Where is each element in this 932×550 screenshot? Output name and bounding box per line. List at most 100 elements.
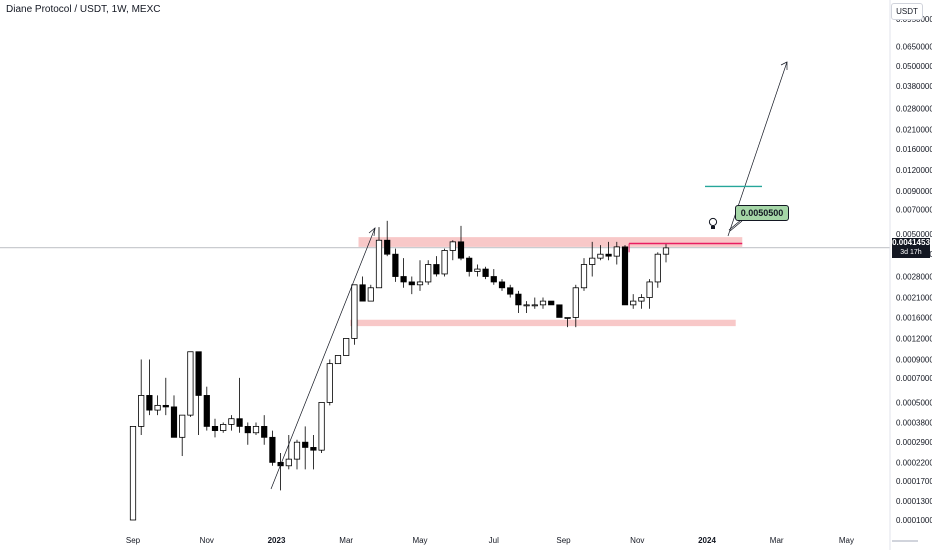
candle-body[interactable] <box>498 281 506 289</box>
time-tick-label: Mar <box>770 536 784 545</box>
time-tick-label: Nov <box>200 536 214 545</box>
candle-body[interactable] <box>203 395 210 427</box>
candle-body[interactable] <box>220 424 227 431</box>
settings-icon[interactable] <box>892 540 918 550</box>
price-tick-label: 0.0120000 <box>896 166 932 175</box>
candle-body[interactable] <box>548 300 555 306</box>
time-tick-label: Nov <box>630 536 644 545</box>
candle-body[interactable] <box>326 363 333 403</box>
candle-body[interactable] <box>211 426 219 431</box>
time-tick-label: May <box>839 536 854 545</box>
candle-body[interactable] <box>662 247 670 255</box>
candle-body[interactable] <box>195 351 202 396</box>
time-tick-label: 2023 <box>268 536 286 545</box>
price-tick-label: 0.0280000 <box>896 104 932 113</box>
candle-body[interactable] <box>154 404 161 411</box>
price-tick-label: 0.0009000 <box>896 355 932 364</box>
candle-body[interactable] <box>425 264 432 283</box>
candle-body[interactable] <box>392 253 399 277</box>
candle-body[interactable] <box>367 287 374 302</box>
time-tick-label: Sep <box>556 536 571 545</box>
price-tick-label: 0.0002900 <box>896 438 932 447</box>
time-tick-label: May <box>412 536 427 545</box>
candle-body[interactable] <box>597 253 604 259</box>
candle-body[interactable] <box>408 281 415 286</box>
candle-body[interactable] <box>252 426 260 434</box>
candle-body[interactable] <box>269 436 276 463</box>
candle-body[interactable] <box>343 338 350 356</box>
candle-body[interactable] <box>384 239 391 255</box>
price-tick-label: 0.0160000 <box>896 145 932 154</box>
candle-body[interactable] <box>507 287 514 295</box>
candle-body[interactable] <box>589 257 596 265</box>
candle-body[interactable] <box>556 304 563 318</box>
candle-body[interactable] <box>605 253 612 257</box>
candle-body[interactable] <box>187 351 194 416</box>
candle-body[interactable] <box>449 241 456 251</box>
candle-body[interactable] <box>261 426 268 438</box>
price-tick-label: 0.0001300 <box>896 497 932 506</box>
candle-body[interactable] <box>646 281 653 298</box>
candle-body[interactable] <box>630 300 637 306</box>
candle-body[interactable] <box>162 404 169 408</box>
candle-body[interactable] <box>310 447 317 451</box>
candle-body[interactable] <box>433 264 440 275</box>
candle-body[interactable] <box>400 276 407 283</box>
price-tick-label: 0.0012000 <box>896 334 932 343</box>
candle-body[interactable] <box>359 284 366 302</box>
candle-body[interactable] <box>146 395 153 411</box>
candle-body[interactable] <box>441 250 448 275</box>
candle-body[interactable] <box>236 418 243 427</box>
candle-body[interactable] <box>621 246 629 306</box>
price-tick-label: 0.0070000 <box>896 206 932 215</box>
trend-arrow-line[interactable] <box>270 227 376 490</box>
candle-body[interactable] <box>375 239 383 289</box>
candle-body[interactable] <box>416 281 424 286</box>
candle-body[interactable] <box>334 355 342 365</box>
callout-pointer <box>728 219 742 231</box>
trend-arrow-head <box>368 227 376 237</box>
price-tick-label: 0.0005000 <box>896 398 932 407</box>
support-zone[interactable] <box>350 319 736 327</box>
candle-body[interactable] <box>654 253 661 283</box>
price-tick-label: 0.0380000 <box>896 82 932 91</box>
candle-body[interactable] <box>318 401 325 451</box>
price-tick-label: 0.0007000 <box>896 374 932 383</box>
candle-body[interactable] <box>572 287 579 318</box>
candle-body[interactable] <box>531 304 538 307</box>
candle-body[interactable] <box>170 406 178 438</box>
resistance-zone[interactable] <box>358 237 743 247</box>
price-tick-label: 0.0003800 <box>896 418 932 427</box>
price-tick-label: 0.0050000 <box>896 230 932 239</box>
candle-body[interactable] <box>564 317 571 319</box>
currency-unit-button[interactable]: USDT <box>891 3 923 20</box>
candle-body[interactable] <box>285 458 292 467</box>
price-tick-label: 0.0210000 <box>896 125 932 134</box>
candle-body[interactable] <box>466 257 473 272</box>
candle-body[interactable] <box>613 246 620 257</box>
candle-body[interactable] <box>138 395 145 427</box>
candle-body[interactable] <box>293 441 301 460</box>
candle-body[interactable] <box>474 268 481 272</box>
target-price-callout[interactable]: 0.0050500 <box>735 205 789 221</box>
candle-body[interactable] <box>523 304 530 307</box>
last-price-tag: 0.0041453 3d 17h <box>892 238 930 258</box>
candle-body[interactable] <box>638 297 645 302</box>
candle-body[interactable] <box>129 426 137 521</box>
price-tick-label: 0.0090000 <box>896 187 932 196</box>
candle-body[interactable] <box>302 441 309 448</box>
candle-body[interactable] <box>228 418 235 425</box>
candle-body[interactable] <box>539 300 547 306</box>
price-axis: 0.09500000.06500000.05000000.03800000.02… <box>896 15 932 525</box>
price-tick-label: 0.0016000 <box>896 313 932 322</box>
candle-body[interactable] <box>457 241 465 259</box>
candle-body[interactable] <box>244 426 251 434</box>
candle-body[interactable] <box>351 284 358 339</box>
candle-body[interactable] <box>179 414 186 438</box>
candle-body[interactable] <box>580 264 588 289</box>
candle-body[interactable] <box>482 268 489 277</box>
candle-body[interactable] <box>490 276 497 283</box>
lightbulb-icon[interactable] <box>708 217 718 229</box>
candle-body[interactable] <box>515 293 522 306</box>
